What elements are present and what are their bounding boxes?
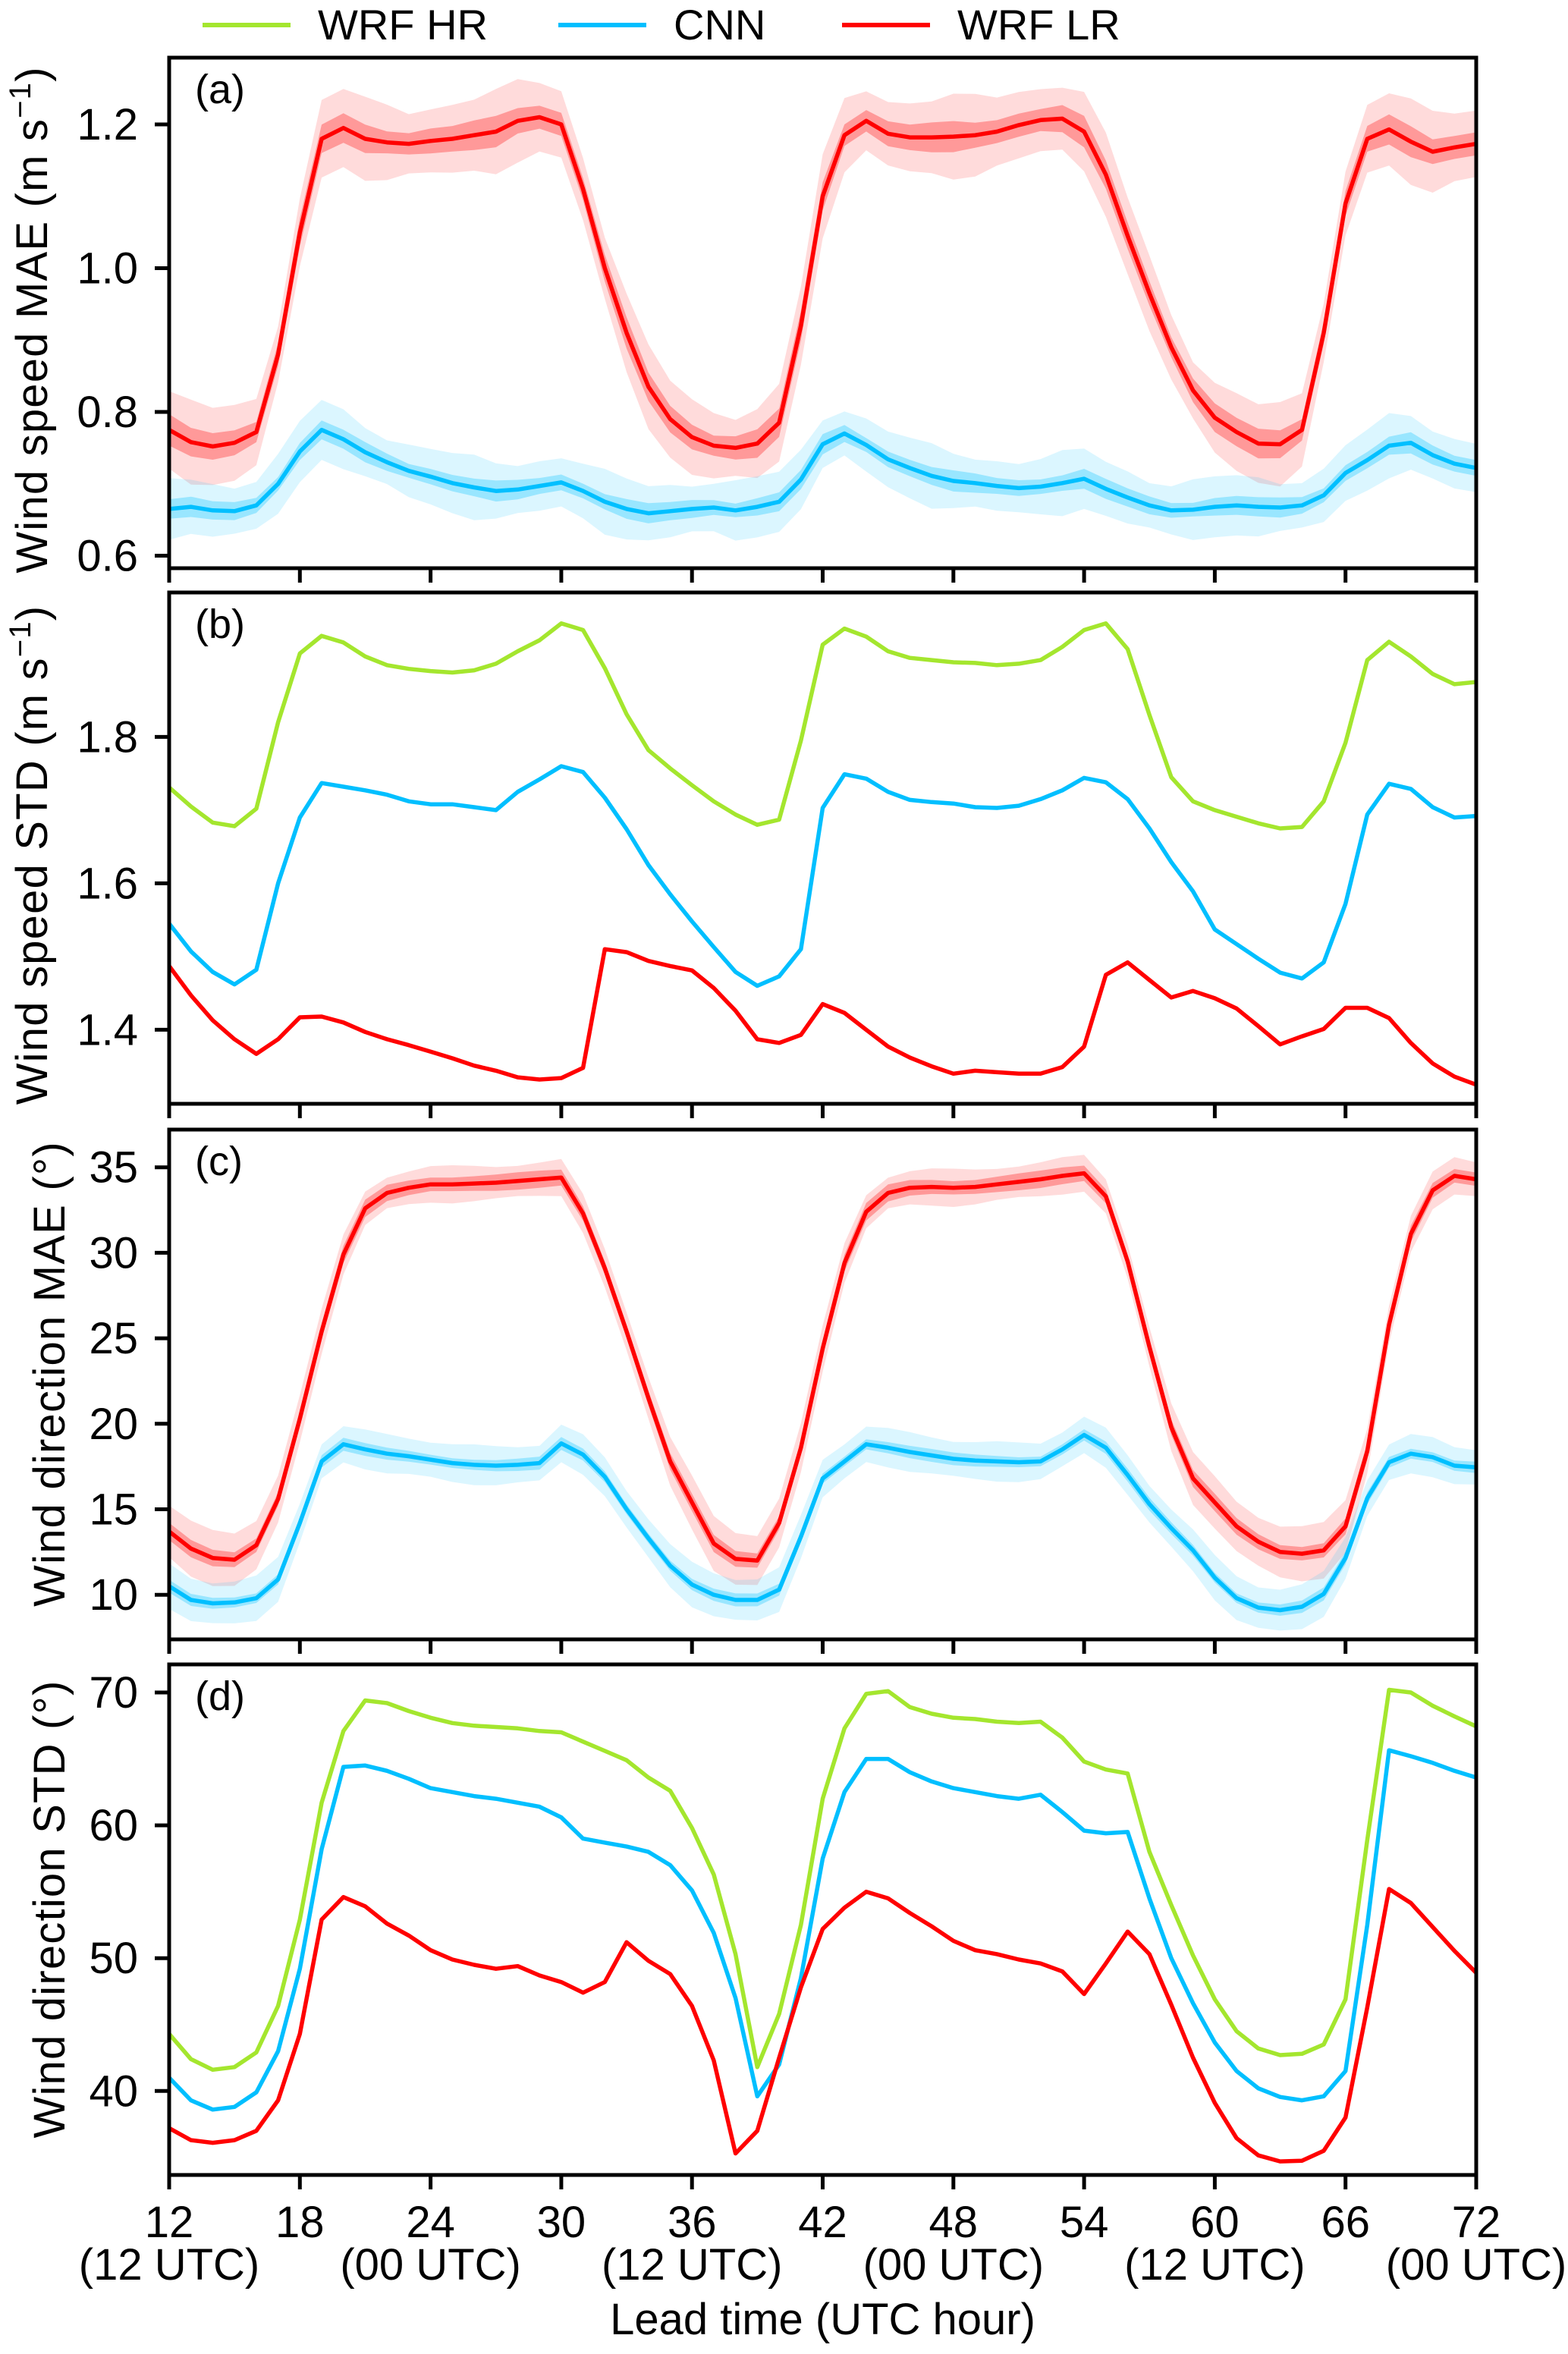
svg-text:0.8: 0.8 [77, 388, 138, 437]
svg-text:WRF HR: WRF HR [318, 1, 488, 49]
svg-text:(d): (d) [195, 1674, 245, 1719]
svg-text:(c): (c) [195, 1139, 243, 1184]
svg-text:1.2: 1.2 [77, 100, 138, 149]
svg-text:15: 15 [89, 1485, 138, 1535]
svg-text:60: 60 [89, 1801, 138, 1850]
svg-text:48: 48 [929, 2198, 979, 2247]
svg-text:42: 42 [798, 2198, 847, 2247]
svg-text:1.0: 1.0 [77, 244, 138, 294]
svg-text:66: 66 [1321, 2198, 1370, 2247]
svg-text:25: 25 [89, 1314, 138, 1363]
svg-text:12: 12 [145, 2198, 194, 2247]
svg-text:(b): (b) [195, 602, 245, 647]
svg-text:35: 35 [89, 1143, 138, 1193]
svg-text:CNN: CNN [674, 1, 765, 49]
svg-text:18: 18 [275, 2198, 325, 2247]
svg-text:1.4: 1.4 [77, 1005, 138, 1054]
svg-text:Wind speed STD (m s−1): Wind speed STD (m s−1) [4, 605, 57, 1105]
svg-text:30: 30 [537, 2198, 586, 2247]
svg-text:(00 UTC): (00 UTC) [1386, 2240, 1566, 2290]
svg-text:1.6: 1.6 [77, 859, 138, 908]
svg-text:36: 36 [668, 2198, 717, 2247]
svg-text:30: 30 [89, 1228, 138, 1278]
svg-text:10: 10 [89, 1570, 138, 1620]
svg-text:54: 54 [1060, 2198, 1109, 2247]
svg-text:0.6: 0.6 [77, 532, 138, 581]
svg-text:(12 UTC): (12 UTC) [79, 2240, 259, 2290]
svg-text:60: 60 [1190, 2198, 1240, 2247]
svg-text:(00 UTC): (00 UTC) [340, 2240, 520, 2290]
svg-text:1.8: 1.8 [77, 712, 138, 762]
svg-text:(a): (a) [195, 67, 245, 112]
svg-text:WRF LR: WRF LR [957, 1, 1120, 49]
svg-text:Lead time (UTC hour): Lead time (UTC hour) [610, 2295, 1035, 2344]
svg-text:40: 40 [89, 2066, 138, 2116]
svg-text:(12 UTC): (12 UTC) [1124, 2240, 1305, 2290]
svg-text:Wind direction STD (°): Wind direction STD (°) [25, 1680, 74, 2139]
svg-text:50: 50 [89, 1934, 138, 1983]
svg-text:24: 24 [406, 2198, 455, 2247]
svg-text:Wind speed MAE (m s−1): Wind speed MAE (m s−1) [4, 66, 57, 573]
svg-text:(00 UTC): (00 UTC) [863, 2240, 1044, 2290]
svg-text:Wind direction MAE (°): Wind direction MAE (°) [25, 1141, 74, 1607]
svg-text:70: 70 [89, 1668, 138, 1718]
svg-text:20: 20 [89, 1400, 138, 1449]
svg-text:72: 72 [1452, 2198, 1501, 2247]
svg-text:(12 UTC): (12 UTC) [602, 2240, 782, 2290]
